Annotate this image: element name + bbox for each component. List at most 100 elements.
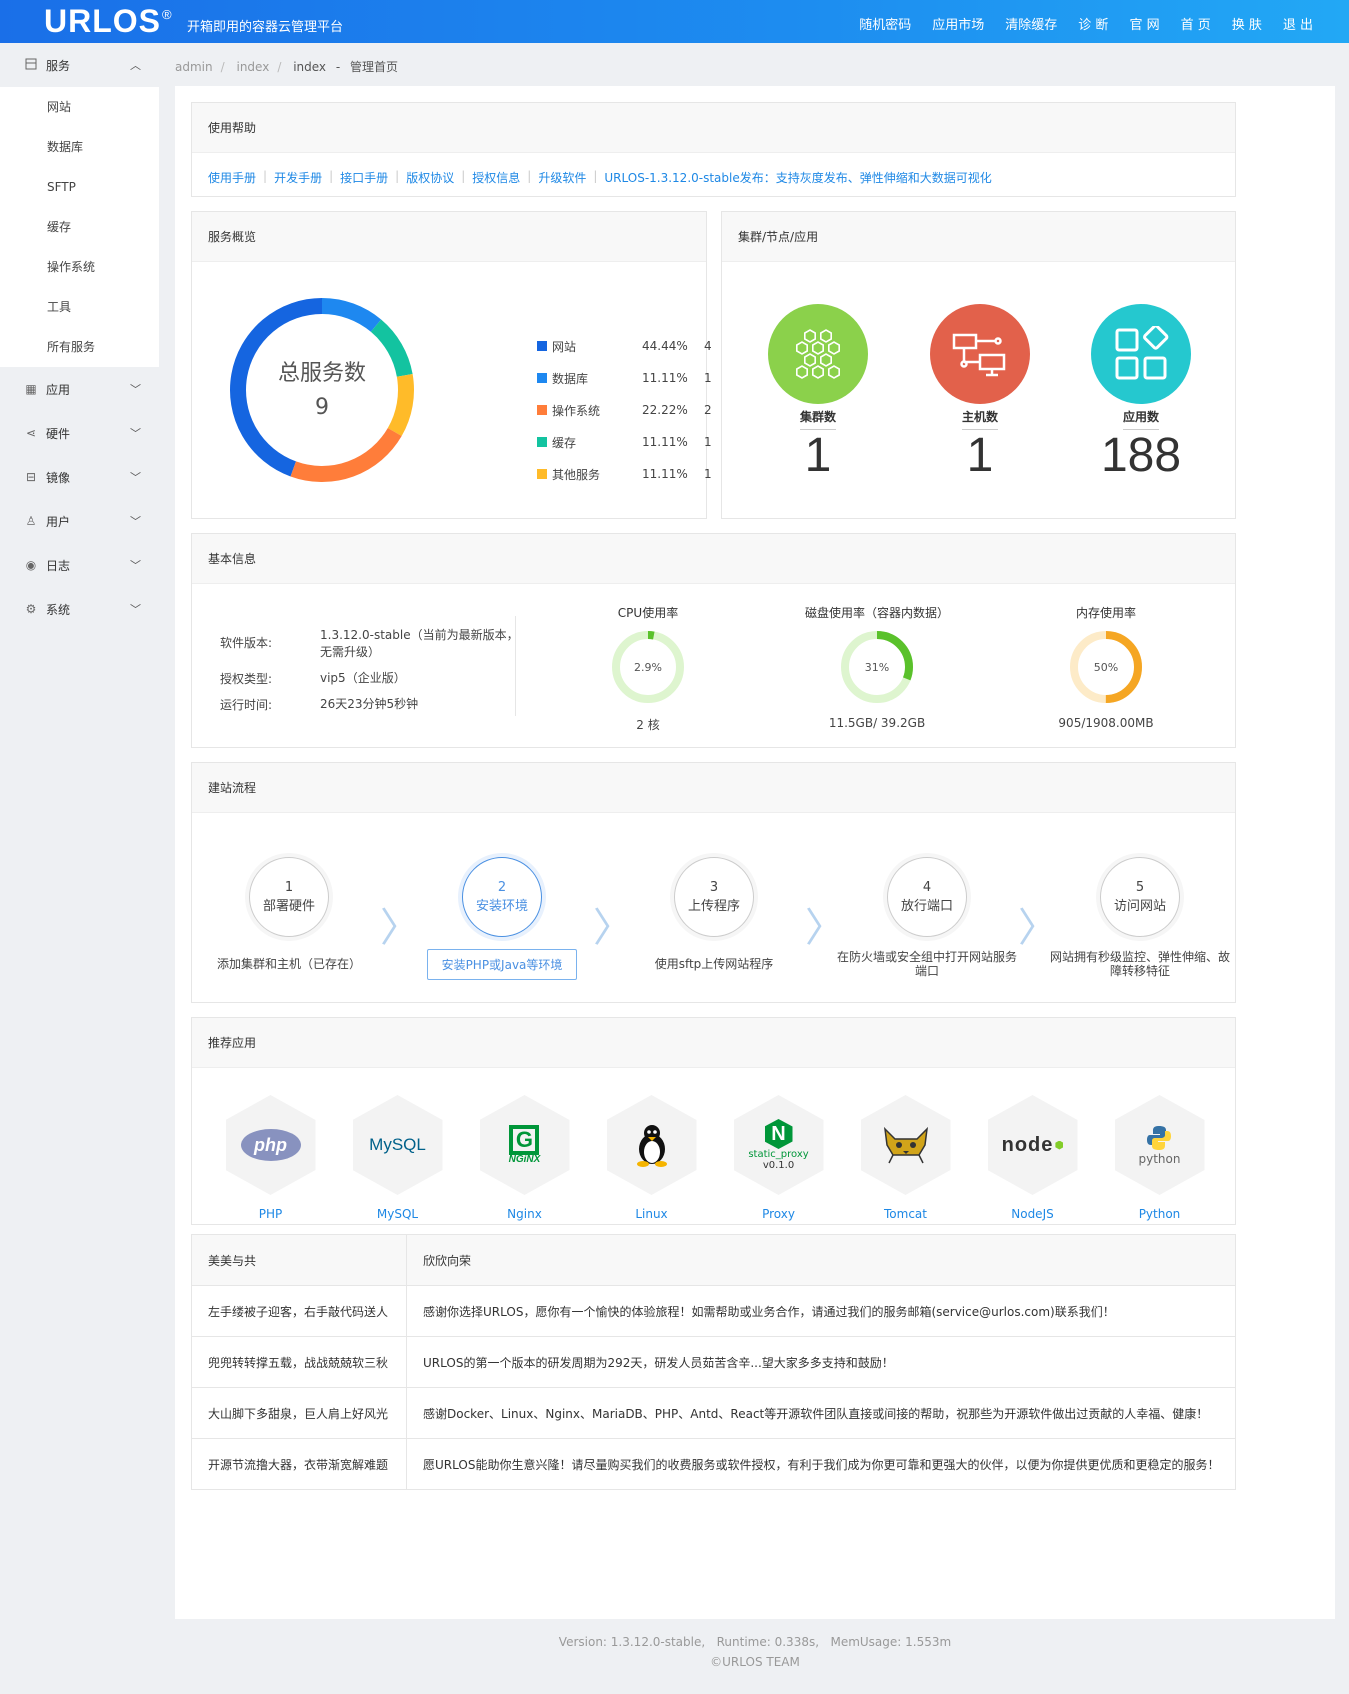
host-count: 1 [966,429,994,482]
breadcrumb-item[interactable]: index [236,60,270,74]
logo[interactable]: URLOS® [44,3,173,39]
nav-clear-cache[interactable]: 清除缓存 [1005,18,1058,33]
panel-title: 使用帮助 [192,103,1235,153]
app-python[interactable]: python Python [1091,1095,1228,1221]
chevron-down-icon: ﹀ [130,383,141,396]
chevron-right-icon: 〉 [805,905,845,951]
sidebar-group-system[interactable]: ⚙ 系统 ﹀ [25,602,141,617]
link-release-note[interactable]: URLOS-1.3.12.0-stable发布：支持灰度发布、弹性伸缩和大数据可… [604,171,992,185]
sidebar-group-services[interactable]: 服务 ︿ [0,43,159,87]
install-env-button[interactable]: 安装PHP或Java等环境 [426,949,578,980]
php-logo: php [225,1095,316,1195]
link-api-manual[interactable]: 接口手册 [340,171,389,185]
sidebar-item-all-services[interactable]: 所有服务 [47,340,96,354]
sidebar-item-os[interactable]: 操作系统 [47,260,96,274]
link-user-manual[interactable]: 使用手册 [208,171,257,185]
sidebar: 服务 ︿ 网站 数据库 SFTP 缓存 操作系统 工具 所有服务 ▦ 应用 ﹀ … [0,43,159,1694]
nav-diagnose[interactable]: 诊 断 [1078,18,1109,33]
link-dev-manual[interactable]: 开发手册 [274,171,323,185]
sidebar-item-sftp[interactable]: SFTP [47,180,76,194]
share-icon: ⋖ [25,426,37,440]
help-panel: 使用帮助 使用手册 | 开发手册 | 接口手册 | 版权协议 | 授权信息 | 升级软件 |… [191,102,1236,197]
donut-segment[interactable] [290,427,402,482]
footer-version: Version: 1.3.12.0-stable, Runtime: 0.338… [558,1635,952,1649]
usage-gauge: CPU使用率 2.9% 2 核 [558,604,738,733]
app-count-stat[interactable]: 应用数 188 [1086,304,1196,482]
page-title: 管理首页 [350,60,399,74]
chevron-right-icon: 〉 [593,905,633,951]
host-count-stat[interactable]: 主机数 1 [925,304,1035,482]
table-header-row: 美美与共 欣欣向荣 [191,1234,1236,1286]
apps-icon [1091,304,1191,404]
panel-title: 基本信息 [192,534,1235,584]
donut-segment[interactable] [230,298,323,477]
uptime: 26天23分钟5秒钟 [320,697,419,711]
honeycomb-icon [768,304,868,404]
donut-segment[interactable] [387,374,414,436]
app-php[interactable]: php PHP [202,1095,339,1221]
link-license-agreement[interactable]: 版权协议 [406,171,455,185]
flow-step-2: 2 安装环境 安装PHP或Java等环境 [392,857,612,980]
cluster-count-stat[interactable]: 集群数 1 [763,304,873,482]
usage-gauge: 内存使用率 50% 905/1908.00MB [1058,606,1154,730]
eye-icon: ◉ [25,558,37,572]
donut-total: 9 [315,395,329,420]
nav-random-password[interactable]: 随机密码 [859,18,912,33]
chevron-down-icon: ﹀ [130,559,141,572]
app-nginx[interactable]: G NGiNX Nginx [456,1095,593,1221]
chevron-down-icon: ﹀ [130,515,141,528]
breadcrumb: admin / index / index - 管理首页 [175,60,399,74]
sidebar-item-tools[interactable]: 工具 [47,300,72,314]
sidebar-item-website[interactable]: 网站 [47,100,72,114]
nav-official-site[interactable]: 官 网 [1129,18,1160,33]
mysql-logo: MySQL [352,1095,443,1195]
sidebar-item-database[interactable]: 数据库 [47,140,84,154]
grid-icon: ▦ [25,382,37,396]
link-upgrade[interactable]: 升级软件 [538,171,587,185]
link-license-info[interactable]: 授权信息 [472,171,521,185]
app-mysql[interactable]: MySQL MySQL [329,1095,466,1221]
top-nav: 随机密码 应用市场 清除缓存 诊 断 官 网 首 页 换 肤 退 出 [859,14,1313,33]
panel-title: 建站流程 [192,763,1235,813]
nav-logout[interactable]: 退 出 [1282,18,1313,33]
legend-item[interactable]: 数据库 11.11% 1 [537,362,724,394]
chevron-down-icon: ﹀ [130,427,141,440]
donut-segment[interactable] [370,319,413,378]
sidebar-group-users[interactable]: ♙ 用户 ﹀ [25,514,141,529]
software-version: 1.3.12.0-stable（当前为最新版本，无需升级） [320,628,519,659]
nodejs-logo: node [987,1095,1078,1195]
network-icon [930,304,1030,404]
legend-item[interactable]: 操作系统 22.22% 2 [537,394,724,426]
nav-app-market[interactable]: 应用市场 [932,18,985,33]
donut-segment[interactable] [321,298,382,332]
nav-home[interactable]: 首 页 [1180,18,1211,33]
legend-item[interactable]: 其他服务 11.11% 1 [537,458,724,490]
table-row: 左手缕被子迎客，右手敲代码送人 感谢你选择URLOS，愿你有一个愉快的体验旅程！如… [191,1285,1236,1337]
app-nodejs[interactable]: node NodeJS [964,1095,1101,1221]
gauge-ring: 2.9% [612,631,684,703]
step-circle: 2 安装环境 [462,857,542,937]
main-content: 使用帮助 使用手册 | 开发手册 | 接口手册 | 版权协议 | 授权信息 | 升级软件 |… [175,86,1335,1619]
nav-skin[interactable]: 换 肤 [1231,18,1262,33]
app-linux[interactable]: Linux [583,1095,720,1221]
legend-item[interactable]: 缓存 11.11% 1 [537,426,724,458]
sidebar-item-cache[interactable]: 缓存 [47,220,72,234]
sidebar-group-logs[interactable]: ◉ 日志 ﹀ [25,558,141,573]
breadcrumb-item[interactable]: admin [175,60,213,74]
step-circle: 5 访问网站 [1100,857,1180,937]
chevron-right-icon: 〉 [1018,905,1058,951]
top-bar: URLOS® 开箱即用的容器云管理平台 随机密码 应用市场 清除缓存 诊 断 官… [0,0,1349,43]
svg-text:2.9%: 2.9% [634,661,662,674]
sidebar-group-hardware[interactable]: ⋖ 硬件 ﹀ [25,426,141,441]
divider [515,616,516,716]
legend-item[interactable]: 网站 44.44% 4 [537,330,724,362]
recommend-apps-panel: 推荐应用 php PHP MySQL MySQL G NGiNX Nginx Li… [191,1017,1236,1225]
usage-gauge: 磁盘使用率（容器内数据） 31% 11.5GB/ 39.2GB [804,606,949,730]
sidebar-submenu-services: 网站 数据库 SFTP 缓存 操作系统 工具 所有服务 [0,87,159,367]
step-circle: 4 放行端口 [887,857,967,937]
sidebar-group-apps[interactable]: ▦ 应用 ﹀ [25,382,141,397]
sidebar-group-images[interactable]: ⊟ 镜像 ﹀ [25,470,141,485]
app-tomcat[interactable]: Tomcat [837,1095,974,1221]
